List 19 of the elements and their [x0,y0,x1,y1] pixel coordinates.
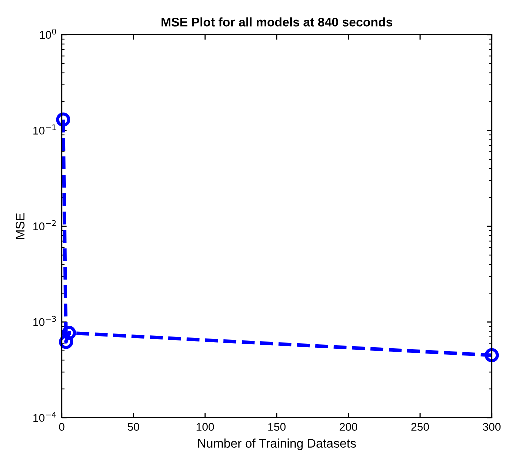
x-tick-label: 100 [196,423,214,432]
point [59,335,74,350]
x-axis-title: Number of Training Datasets [198,438,356,450]
point [56,112,71,127]
x-tick-label: 50 [128,423,140,432]
x-tick-label: 0 [59,423,65,432]
point [484,348,500,363]
x-tick-label: 250 [412,423,430,432]
y-tick-label: 10$^{−4}$ [34,412,56,422]
chart-title: MSE Plot for all models at 840 seconds [162,18,392,27]
point [62,326,76,340]
y-tick-label: 10$^{−1}$ [34,124,56,135]
y-tick-label: 10$^{−3}$ [34,316,56,326]
x-tick-label: 300 [483,423,501,432]
y-axis-title: MSE [16,213,25,240]
x-tick-label: 200 [340,423,358,432]
y-tick-label: 10$^{−2}$ [34,220,56,231]
x-tick-label: 150 [268,423,286,432]
y-tick-label: 10$^{0}$ [40,28,56,40]
